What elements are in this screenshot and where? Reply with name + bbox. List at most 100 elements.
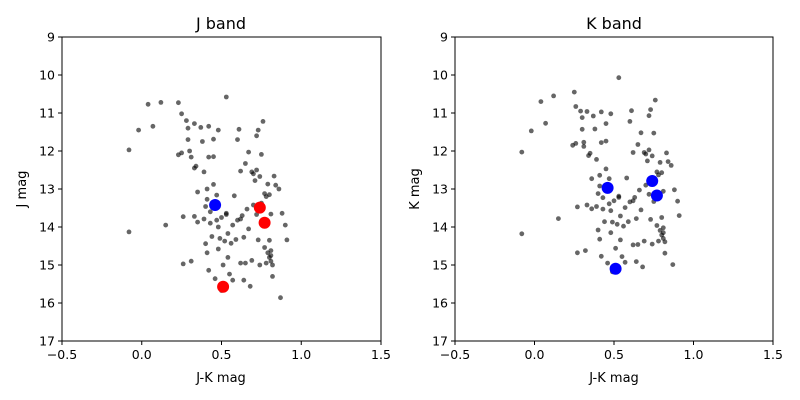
x-tick-label: 1.5 bbox=[763, 347, 783, 362]
y-tick-label: 12 bbox=[39, 144, 55, 159]
data-point bbox=[613, 246, 618, 251]
x-axis-label: J-K mag bbox=[588, 371, 639, 386]
data-point bbox=[272, 174, 277, 179]
data-point bbox=[202, 217, 207, 222]
data-point bbox=[218, 236, 223, 241]
data-point bbox=[226, 255, 231, 260]
x-tick-label: 0.0 bbox=[525, 347, 545, 362]
data-point bbox=[262, 245, 267, 250]
data-point bbox=[677, 213, 682, 218]
data-point bbox=[616, 75, 621, 80]
data-point bbox=[163, 223, 168, 228]
x-tick-label: 0.5 bbox=[212, 347, 232, 362]
data-point bbox=[608, 208, 613, 213]
data-point bbox=[672, 187, 677, 192]
data-point bbox=[643, 152, 648, 157]
data-point bbox=[543, 121, 548, 126]
data-point bbox=[604, 121, 609, 126]
x-tick-label: 1.5 bbox=[371, 347, 391, 362]
data-point bbox=[626, 219, 631, 224]
plot-area bbox=[455, 37, 773, 341]
data-point bbox=[243, 161, 248, 166]
data-point bbox=[575, 205, 580, 210]
data-point bbox=[245, 207, 250, 212]
data-point bbox=[241, 235, 246, 240]
data-point bbox=[616, 195, 621, 200]
data-point bbox=[234, 237, 239, 242]
data-point bbox=[232, 193, 237, 198]
data-point bbox=[650, 154, 655, 159]
y-tick-label: 15 bbox=[39, 258, 55, 273]
data-point bbox=[189, 155, 194, 160]
data-point bbox=[273, 183, 278, 188]
data-point bbox=[612, 198, 617, 203]
data-point bbox=[127, 230, 132, 235]
data-point bbox=[596, 191, 601, 196]
x-axis-label: J-K mag bbox=[195, 371, 246, 386]
data-point bbox=[556, 216, 561, 221]
y-axis-label: J mag bbox=[15, 171, 30, 209]
data-point bbox=[238, 169, 243, 174]
chart-title: J band bbox=[195, 14, 246, 33]
data-point bbox=[597, 173, 602, 178]
data-point bbox=[658, 160, 663, 165]
data-point bbox=[267, 192, 272, 197]
y-tick-label: 10 bbox=[432, 68, 448, 83]
data-point bbox=[254, 168, 259, 173]
data-point bbox=[647, 192, 652, 197]
data-point bbox=[581, 140, 586, 145]
data-point bbox=[639, 130, 644, 135]
data-point bbox=[610, 220, 615, 225]
data-point bbox=[639, 208, 644, 213]
data-point bbox=[216, 225, 221, 230]
y-tick-label: 12 bbox=[432, 144, 448, 159]
data-point bbox=[572, 90, 577, 95]
data-point bbox=[650, 242, 655, 247]
data-point bbox=[206, 268, 211, 273]
data-point bbox=[663, 239, 668, 244]
data-point bbox=[256, 238, 261, 243]
data-point bbox=[637, 188, 642, 193]
data-point bbox=[636, 242, 641, 247]
y-tick-label: 17 bbox=[39, 334, 55, 349]
data-point bbox=[203, 204, 208, 209]
data-point bbox=[181, 262, 186, 267]
data-point bbox=[222, 239, 227, 244]
data-point bbox=[628, 119, 633, 124]
data-point bbox=[205, 197, 210, 202]
data-point bbox=[238, 261, 243, 266]
data-point bbox=[248, 284, 253, 289]
data-point bbox=[519, 150, 524, 155]
data-point bbox=[227, 272, 232, 277]
data-point bbox=[661, 230, 666, 235]
data-point bbox=[599, 110, 604, 115]
data-point bbox=[269, 248, 274, 253]
data-point bbox=[211, 137, 216, 142]
data-point bbox=[179, 151, 184, 156]
data-point bbox=[187, 149, 192, 154]
data-point bbox=[670, 262, 675, 267]
data-point bbox=[210, 234, 215, 239]
data-point bbox=[214, 193, 219, 198]
data-point bbox=[591, 114, 596, 119]
data-point bbox=[645, 159, 650, 164]
y-tick-label: 11 bbox=[432, 106, 448, 121]
data-point bbox=[659, 215, 664, 220]
data-point bbox=[200, 139, 205, 144]
y-tick-label: 14 bbox=[39, 220, 55, 235]
data-point bbox=[257, 174, 262, 179]
y-tick-label: 14 bbox=[432, 220, 448, 235]
data-point bbox=[127, 148, 132, 153]
data-point bbox=[253, 178, 258, 183]
y-tick-label: 9 bbox=[47, 30, 55, 45]
data-point bbox=[256, 128, 261, 133]
data-point bbox=[618, 214, 623, 219]
data-point bbox=[647, 148, 652, 153]
y-tick-label: 17 bbox=[432, 334, 448, 349]
y-tick-label: 15 bbox=[432, 258, 448, 273]
x-tick-label: 1.0 bbox=[291, 347, 311, 362]
data-point bbox=[264, 261, 269, 266]
data-point bbox=[629, 108, 634, 113]
data-point bbox=[583, 248, 588, 253]
